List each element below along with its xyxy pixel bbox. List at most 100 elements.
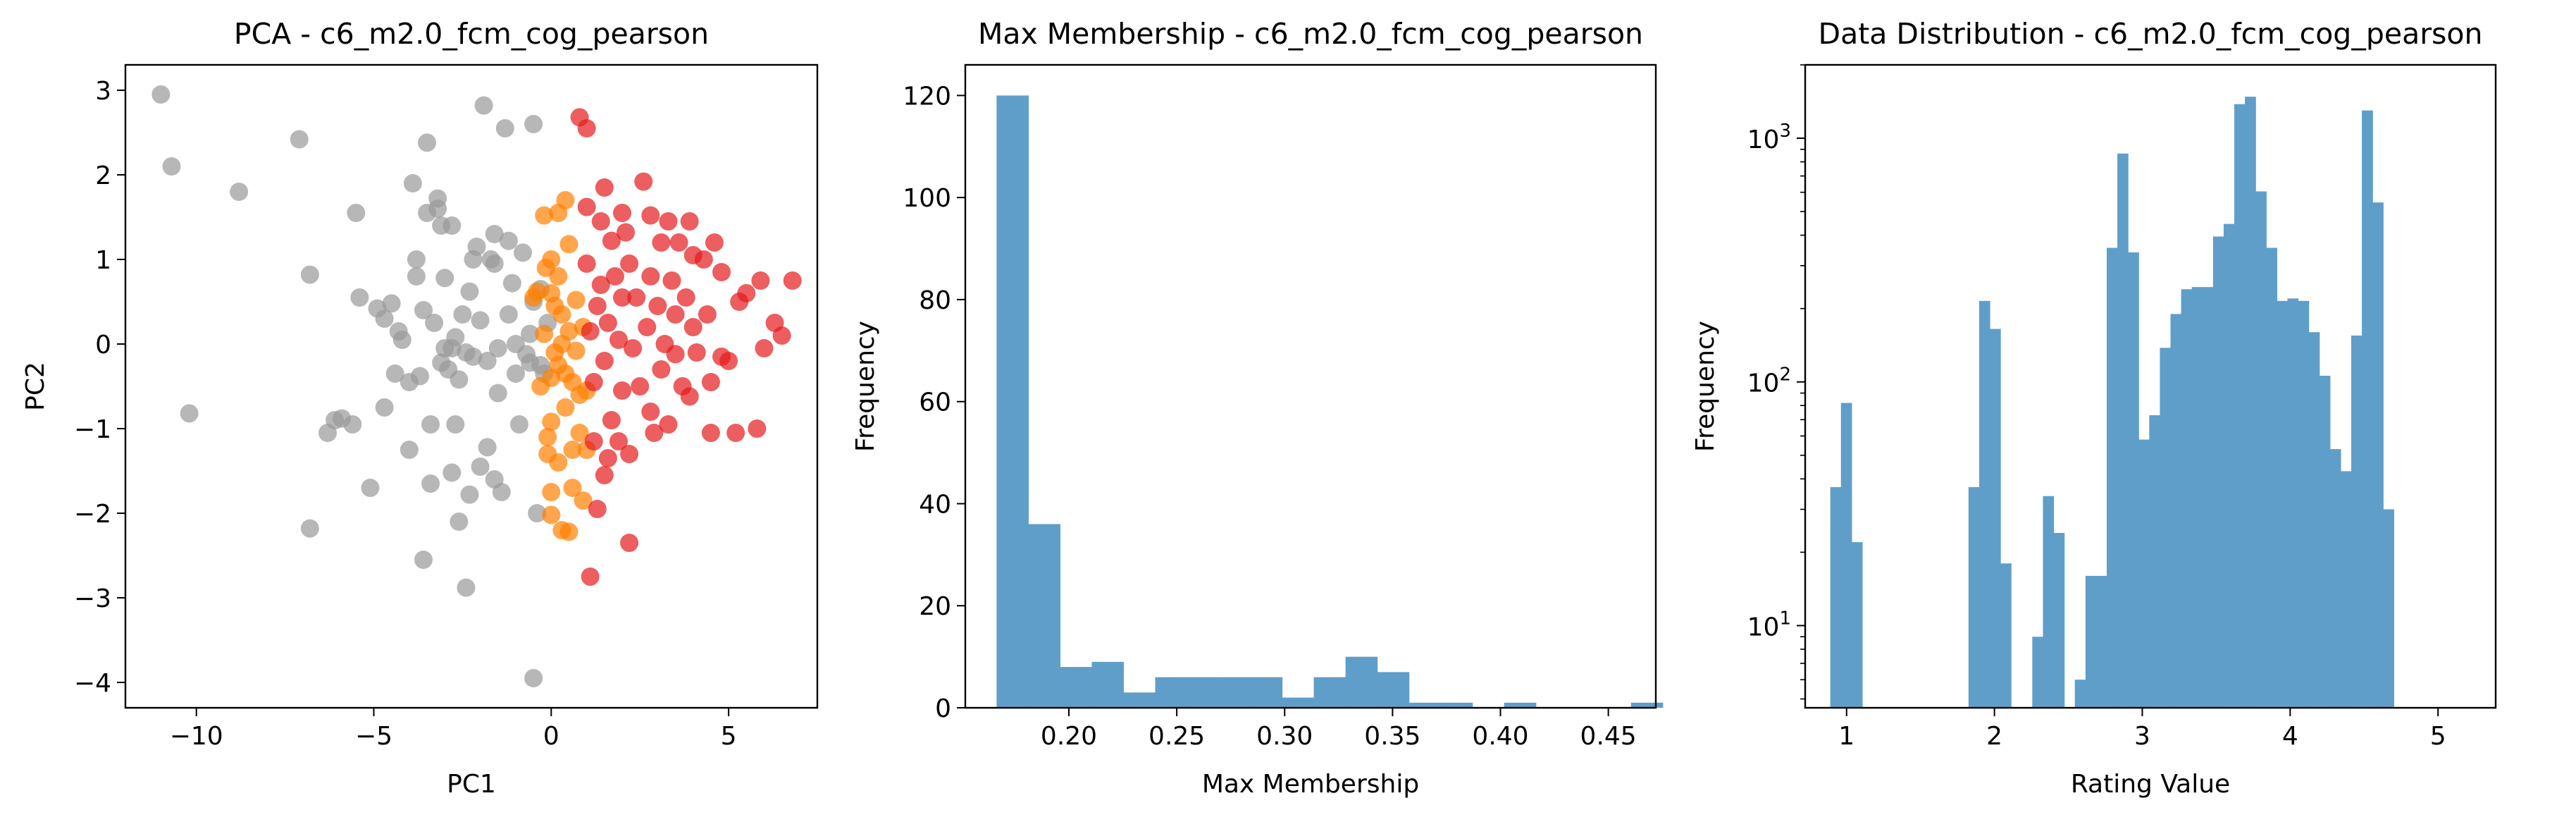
distribution-bar (2266, 247, 2277, 708)
distribution-bar (2128, 252, 2139, 708)
pca-point (666, 345, 685, 364)
pca-point (418, 133, 437, 152)
pca-point (556, 191, 575, 209)
pca-point (542, 505, 561, 525)
pca-point (536, 259, 555, 277)
pca-point (701, 373, 720, 391)
pca-point (566, 341, 586, 360)
pca-point (343, 415, 362, 434)
pca-point (538, 428, 557, 446)
pca-point (666, 305, 685, 324)
pca-point (450, 513, 469, 531)
distribution-bar (2117, 153, 2129, 708)
membership-title: Max Membership - c6_m2.0_fcm_cog_pearson (978, 17, 1643, 51)
pca-point (410, 367, 429, 386)
pca-point (574, 491, 593, 510)
membership-y-tick-label: 100 (903, 184, 951, 213)
distribution-bar (2043, 496, 2055, 708)
membership-axes-frame (964, 63, 1657, 709)
pca-y-ticks: −4 −3 −2 −1 0 1 2 3 (74, 77, 125, 698)
membership-x-ticks: 0.20 0.25 0.30 0.35 0.40 0.45 (1041, 708, 1637, 751)
pca-point (464, 250, 483, 269)
distribution-x-tick-label: 1 (1838, 722, 1854, 751)
pca-point (428, 189, 447, 208)
distribution-bar (2032, 637, 2044, 708)
membership-bar (1408, 702, 1442, 708)
pca-point (488, 384, 507, 403)
pca-point (300, 265, 319, 284)
distribution-bar (2095, 575, 2107, 708)
pca-point (414, 301, 433, 319)
pca-point (453, 305, 472, 324)
pca-point (521, 324, 540, 343)
pca-x-ticks: −10 −5 0 5 (170, 708, 737, 751)
pca-y-tick-label: 1 (95, 246, 111, 275)
pca-point (556, 398, 575, 417)
pca-point (425, 314, 444, 332)
pca-point (542, 284, 561, 302)
pca-point (659, 415, 678, 434)
membership-bars (996, 95, 1664, 708)
pca-point (414, 551, 433, 569)
distribution-bar (2362, 110, 2373, 708)
pca-point (680, 387, 699, 406)
pca-point (641, 267, 660, 286)
pca-point (726, 424, 745, 442)
pca-point (563, 441, 582, 459)
pca-point (648, 297, 667, 315)
distribution-x-tick-label: 5 (2430, 722, 2446, 751)
pca-point (528, 504, 547, 522)
distribution-bar (2234, 104, 2246, 708)
pca-point (662, 271, 681, 290)
pca-point (701, 424, 720, 442)
pca-point (403, 174, 422, 192)
pca-point (528, 282, 547, 301)
pca-point (595, 352, 614, 370)
pca-axes-frame (124, 63, 819, 709)
pca-points (151, 85, 802, 687)
membership-bar (1504, 702, 1537, 708)
pca-point (620, 445, 639, 463)
pca-point (581, 568, 600, 586)
distribution-x-label: Rating Value (2071, 770, 2230, 799)
pca-x-label: PC1 (447, 770, 496, 799)
pca-point (602, 231, 621, 250)
distribution-x-tick-label: 2 (1986, 722, 2002, 751)
pca-point (605, 267, 624, 286)
pca-point (577, 197, 596, 216)
membership-bar (1060, 667, 1093, 708)
distribution-y-tick-label: 102 (1747, 364, 1791, 398)
pca-point (506, 364, 525, 383)
pca-point (559, 235, 578, 254)
pca-point (421, 474, 440, 493)
pca-point (300, 519, 319, 538)
distribution-y-tick-label: 103 (1747, 121, 1791, 154)
pca-point (676, 288, 695, 307)
pca-point (524, 115, 543, 133)
pca-point (347, 204, 366, 222)
membership-y-tick-label: 60 (919, 388, 951, 417)
distribution-bar (2298, 300, 2310, 708)
membership-bar (1377, 672, 1410, 708)
pca-point (595, 466, 614, 484)
pca-point (549, 453, 568, 472)
distribution-bar (2138, 439, 2150, 708)
pca-point (485, 254, 504, 273)
distribution-bar (1830, 487, 1842, 708)
pca-point (598, 314, 617, 332)
pca-point (407, 250, 426, 269)
pca-point (485, 470, 504, 489)
membership-bar (1028, 524, 1061, 708)
pca-point (421, 415, 440, 434)
distribution-y-tick-label: 101 (1747, 608, 1791, 642)
pca-point (460, 485, 479, 504)
pca-point (638, 318, 657, 336)
membership-y-tick-label: 80 (919, 286, 951, 315)
distribution-bar (2287, 298, 2299, 708)
membership-bar (1250, 677, 1283, 708)
pca-point (645, 424, 664, 442)
pca-point (577, 254, 596, 273)
pca-point (751, 271, 770, 290)
distribution-bar (1840, 403, 1852, 708)
